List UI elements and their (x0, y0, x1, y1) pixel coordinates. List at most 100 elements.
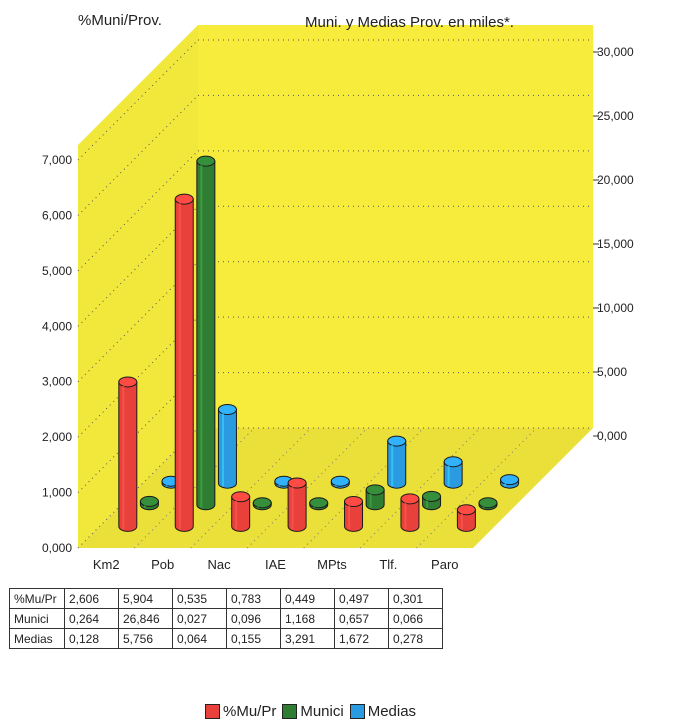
table-cell: 0,278 (388, 628, 443, 649)
bar (139, 495, 159, 511)
bar-top (139, 495, 159, 507)
bar (118, 376, 138, 532)
bar (478, 497, 498, 511)
table-row-header: Munici (9, 608, 65, 629)
side-wall (78, 25, 198, 548)
table-cell: 0,264 (64, 608, 119, 629)
legend-item: Medias (349, 703, 417, 720)
bar-top (422, 490, 442, 502)
bar-top (478, 497, 498, 509)
table-cell: 0,096 (226, 608, 281, 629)
left-tick-label: 7,000 (42, 153, 72, 167)
right-tick-label: 5,000 (597, 365, 627, 379)
bar (330, 475, 350, 489)
bar-top (365, 484, 385, 496)
table-cell: 0,027 (172, 608, 227, 629)
bar-top (344, 496, 364, 508)
back-wall (198, 25, 593, 428)
left-axis-title: %Muni/Prov. (78, 12, 162, 29)
category-label: MPts (317, 557, 347, 572)
left-tick-label: 4,000 (42, 319, 72, 333)
left-tick-label: 5,000 (42, 264, 72, 278)
right-axis-title: Muni. y Medias Prov. en miles*. (305, 14, 514, 31)
legend-swatch (282, 704, 298, 719)
bar (456, 504, 476, 532)
bar (217, 404, 237, 489)
table-row-header: %Mu/Pr (9, 588, 65, 609)
bar-top (500, 474, 520, 486)
table-cell: 0,128 (64, 628, 119, 649)
right-tick-label: 20,000 (597, 173, 634, 187)
bar (174, 193, 194, 532)
legend-swatch (205, 704, 220, 719)
right-tick-label: 25,000 (597, 109, 634, 123)
data-table: %Mu/Pr 2,606 5,904 0,535 0,783 0,449 0,4… (9, 588, 443, 649)
category-label: Tlf. (379, 557, 397, 572)
bar-body (217, 409, 237, 489)
bar (344, 496, 364, 532)
left-tick-label: 1,000 (42, 486, 72, 500)
table-cell: 2,606 (64, 588, 119, 609)
bar-body (118, 381, 138, 532)
table-cell: 0,449 (280, 588, 335, 609)
left-tick-label: 0,000 (42, 541, 72, 555)
bar-top (252, 497, 272, 509)
bar (500, 474, 520, 489)
right-tick-label: 0,000 (597, 429, 627, 443)
bar-top (387, 435, 407, 447)
bar (287, 477, 307, 532)
legend-item: %Mu/Pr (205, 703, 276, 720)
bar-body (387, 440, 407, 489)
bar-body (196, 160, 216, 511)
bar-top (443, 456, 463, 468)
right-tick-label: 15,000 (597, 237, 634, 251)
legend-swatch (349, 704, 365, 719)
legend: %Mu/Pr Munici Medias (205, 703, 422, 720)
table-cell: 5,756 (118, 628, 173, 649)
table-cell: 0,783 (226, 588, 281, 609)
bar (387, 435, 407, 489)
table-cell: 0,535 (172, 588, 227, 609)
bar-top (400, 493, 420, 505)
table-cell: 1,168 (280, 608, 335, 629)
bar-top (231, 491, 251, 503)
left-tick-label: 6,000 (42, 208, 72, 222)
bar-top (456, 504, 476, 516)
right-tick-label: 30,000 (597, 45, 634, 59)
left-tick-label: 2,000 (42, 430, 72, 444)
table-cell: 26,846 (118, 608, 173, 629)
legend-label: Munici (300, 703, 344, 720)
bar (443, 456, 463, 489)
legend-label: Medias (367, 703, 417, 720)
left-tick-label: 3,000 (42, 375, 72, 389)
bar (309, 497, 329, 511)
right-tick-label: 10,000 (597, 301, 634, 315)
table-row: %Mu/Pr 2,606 5,904 0,535 0,783 0,449 0,4… (9, 588, 443, 609)
bar-top (174, 193, 194, 205)
legend-item: Munici (282, 703, 344, 720)
category-label: Km2 (93, 557, 120, 572)
category-label: Nac (208, 557, 232, 572)
bar-top (309, 497, 329, 509)
table-cell: 0,497 (334, 588, 389, 609)
table-row: Medias 0,128 5,756 0,064 0,155 3,291 1,6… (9, 628, 443, 649)
category-label: Pob (151, 557, 174, 572)
bar (252, 497, 272, 511)
category-label: IAE (265, 557, 286, 572)
bar (422, 490, 442, 511)
table-cell: 1,672 (334, 628, 389, 649)
table-cell: 0,155 (226, 628, 281, 649)
table-cell: 0,066 (388, 608, 443, 629)
table-row: Munici 0,264 26,846 0,027 0,096 1,168 0,… (9, 608, 443, 629)
table-cell: 0,064 (172, 628, 227, 649)
bar (365, 484, 385, 511)
bar (196, 155, 216, 511)
bar (400, 493, 420, 532)
bar-top (118, 376, 138, 388)
bar-top (287, 477, 307, 489)
bar-top (330, 475, 350, 487)
bar-body (174, 198, 194, 532)
table-cell: 3,291 (280, 628, 335, 649)
legend-label: %Mu/Pr (223, 703, 277, 720)
